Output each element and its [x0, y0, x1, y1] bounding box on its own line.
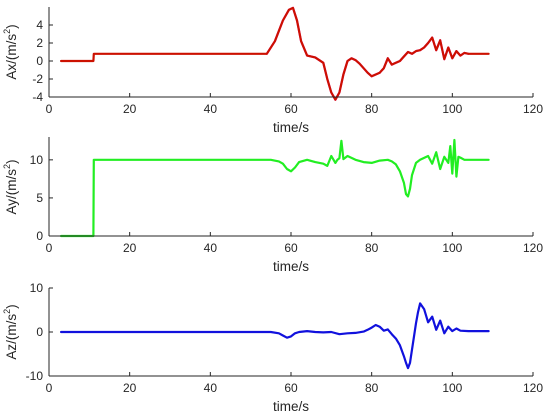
x-tick-label: 40: [204, 241, 218, 255]
x-tick-label: 120: [523, 241, 543, 255]
series-line-0: [59, 6, 490, 101]
y-tick-label: 0: [36, 325, 43, 339]
x-tick-label: 80: [365, 381, 379, 395]
x-tick-label: 60: [284, 102, 298, 116]
y-ticks: -10 0 10: [26, 281, 53, 383]
y-axis-label-exponent: 2: [2, 164, 12, 169]
y-ticks: -4 -2 0 2 4: [32, 18, 53, 104]
y-tick-label: 0: [36, 54, 43, 68]
x-tick-label: 80: [365, 102, 379, 116]
x-ticks: 0 20 40 60 80 100 120: [46, 93, 543, 116]
x-tick-label: 20: [123, 381, 137, 395]
x-axis-label: time/s: [273, 120, 309, 135]
y-axis-label-tail: ): [4, 159, 19, 164]
y-axis-label: Ay/(m/s2): [2, 159, 19, 214]
y-tick-label: -10: [26, 369, 44, 383]
x-tick-label: 120: [523, 381, 543, 395]
chart-ay: 0 20 40 60 80 100 120 0 5 10 time/s Ay/(m/s2): [2, 137, 543, 274]
x-tick-label: 100: [442, 241, 462, 255]
plot-marks: [59, 138, 490, 238]
x-tick-label: 40: [204, 381, 218, 395]
y-tick-label: -4: [32, 90, 43, 104]
y-tick-label: -2: [32, 72, 43, 86]
y-axis-label-main: Ax/(m/s: [4, 34, 19, 80]
y-ticks: 0 5 10: [30, 153, 53, 243]
x-tick-label: 100: [442, 381, 462, 395]
plot-area: [49, 137, 533, 236]
y-tick-label: 2: [36, 36, 43, 50]
y-tick-label: 10: [30, 281, 44, 295]
y-axis-label-exponent: 2: [2, 309, 12, 314]
x-tick-label: 0: [46, 241, 53, 255]
y-tick-label: 4: [36, 18, 43, 32]
y-tick-label: 0: [36, 229, 43, 243]
x-tick-label: 20: [123, 102, 137, 116]
y-axis-label-tail: ): [4, 304, 19, 309]
y-axis-label-main: Ay/(m/s: [4, 169, 19, 215]
x-axis-label: time/s: [273, 399, 309, 414]
x-tick-label: 80: [365, 241, 379, 255]
x-ticks: 0 20 40 60 80 100 120: [46, 372, 543, 395]
x-tick-label: 20: [123, 241, 137, 255]
series-line-0: [59, 302, 490, 370]
plot-marks: [59, 302, 490, 370]
x-axis-label: time/s: [273, 259, 309, 274]
y-axis-label-tail: ): [4, 24, 19, 29]
y-tick-label: 5: [36, 191, 43, 205]
y-axis-label: Ax/(m/s2): [2, 24, 19, 79]
y-axis-label-exponent: 2: [2, 29, 12, 34]
series-line-0: [59, 138, 490, 238]
x-tick-label: 0: [46, 102, 53, 116]
y-tick-label: 10: [30, 153, 44, 167]
x-tick-label: 120: [523, 102, 543, 116]
y-axis-label-main: Az/(m/s: [4, 314, 19, 360]
x-tick-label: 60: [284, 381, 298, 395]
x-tick-label: 60: [284, 241, 298, 255]
x-tick-label: 40: [204, 102, 218, 116]
plot-marks: [59, 6, 490, 101]
y-axis-label: Az/(m/s2): [2, 304, 19, 359]
x-tick-label: 100: [442, 102, 462, 116]
x-ticks: 0 20 40 60 80 100 120: [46, 232, 543, 255]
plot-area: [49, 7, 533, 97]
x-tick-label: 0: [46, 381, 53, 395]
